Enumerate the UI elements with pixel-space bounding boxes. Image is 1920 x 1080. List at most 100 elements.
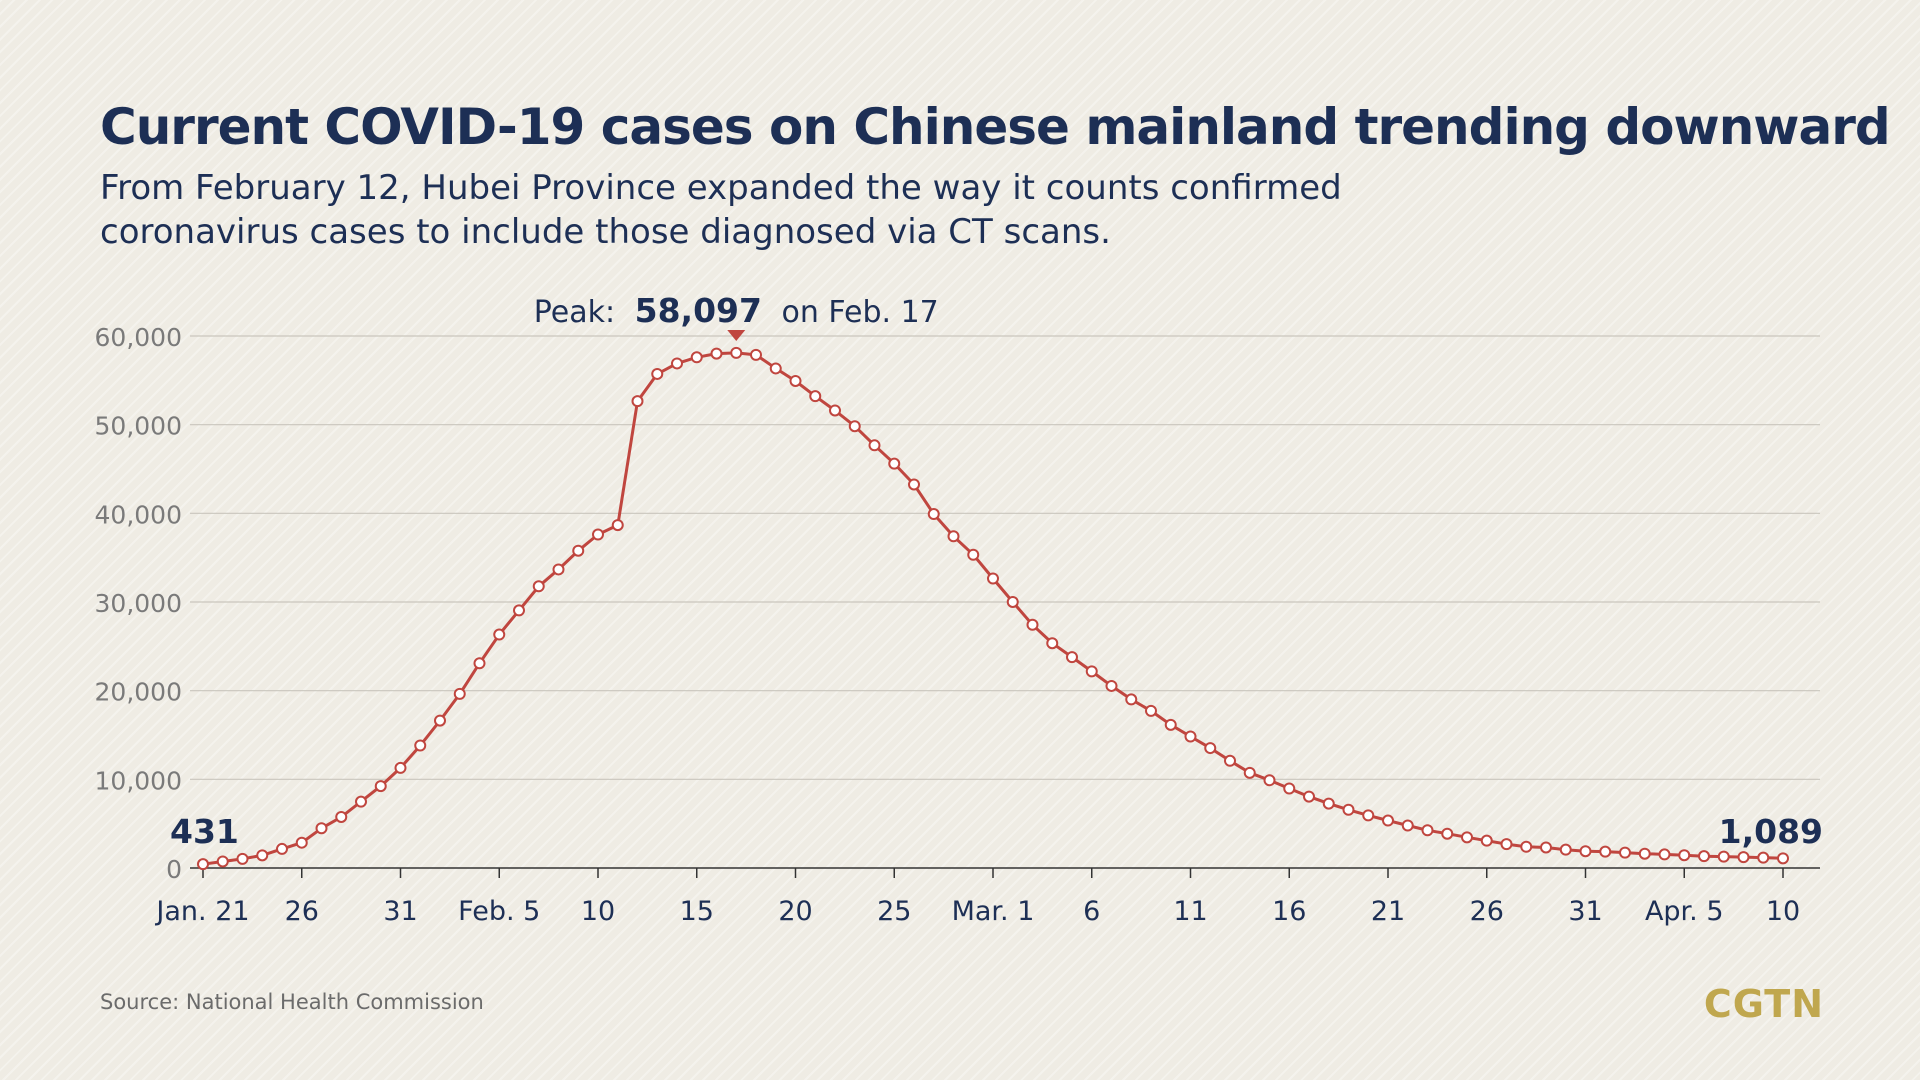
data-point [1224,754,1236,767]
data-point [1342,803,1355,816]
series-current-cases [197,346,1789,871]
data-point [453,687,466,700]
data-point [374,780,387,793]
data-point [1737,851,1750,864]
data-point [1085,665,1098,678]
x-tick-label: 10 [1766,896,1800,927]
data-point [829,404,841,417]
data-point [1322,797,1335,810]
data-point [315,822,328,835]
data-point [1066,651,1078,664]
data-point [710,347,723,360]
data-point [493,628,506,641]
data-point [789,374,802,387]
y-tick-label: 40,000 [95,500,182,529]
data-point [1283,782,1296,795]
data-point [888,457,901,470]
annotations: Peak: 58,097 on Feb. 17 431 1,089 [170,291,1823,851]
y-axis: 0 10,000 20,000 30,000 40,000 50,000 60,000 [95,323,182,884]
data-point [1421,824,1434,837]
y-tick-label: 10,000 [95,766,182,795]
data-point [769,362,782,375]
data-point [671,357,683,370]
data-point [1026,618,1039,631]
peak-marker-icon [727,330,746,341]
data-point [1500,838,1513,851]
x-tick-label: 25 [877,896,911,927]
data-point [1599,845,1612,858]
data-point [335,810,348,823]
data-point [592,528,604,541]
data-point [532,580,545,593]
data-point [1619,846,1631,859]
data-point [1145,704,1157,717]
data-point [1243,766,1256,779]
series-line [202,351,1784,866]
peak-value: 58,097 [635,291,762,330]
data-point [394,761,407,774]
data-point [947,530,960,543]
subtitle-line-2: coronavirus cases to include those diagn… [100,212,1111,252]
data-point [1520,840,1533,853]
data-point [690,351,703,364]
subtitle-line-1: From February 12, Hubei Province expande… [100,168,1342,208]
data-point [256,849,269,862]
data-point [868,439,881,452]
data-point [1204,742,1217,755]
data-point [631,395,644,408]
x-tick-label: 26 [285,896,319,927]
data-point [1698,850,1710,863]
x-tick-label: 16 [1272,896,1306,927]
data-point [473,657,486,670]
data-point [730,346,743,359]
data-point [1303,790,1315,803]
data-point [1540,841,1552,854]
x-tick-label: 11 [1173,896,1207,927]
data-point [1757,851,1770,864]
data-point [355,795,367,808]
data-point [572,544,585,557]
data-point [927,508,940,521]
data-point [1164,718,1177,731]
data-point [1480,834,1493,847]
data-point [1362,809,1375,822]
peak-annotation: Peak: 58,097 on Feb. 17 [534,291,939,330]
x-tick-label: Jan. 21 [154,896,249,927]
data-point [1184,730,1197,743]
x-axis: Jan. 21 26 31 Feb. 5 10 15 20 25 Mar. 1 6 11 16 21 26… [154,867,1820,927]
data-point [295,836,308,849]
x-tick-label: 31 [1568,896,1602,927]
data-point [967,548,980,561]
gridlines [190,335,1820,780]
cgtn-logo: CGTN [1703,982,1824,1026]
chart-title: Current COVID-19 cases on Chinese mainla… [100,98,1891,156]
x-tick-label: 10 [581,896,615,927]
data-point [236,852,249,865]
data-point [276,842,288,855]
data-point [1125,693,1138,706]
data-point [1461,831,1473,844]
chart-subtitle: From February 12, Hubei Province expande… [100,166,1400,254]
x-tick-label: Mar. 1 [952,896,1035,927]
y-tick-label: 50,000 [95,412,182,441]
data-point [1658,848,1671,861]
x-tick-label: 15 [680,896,714,927]
data-point [197,858,209,871]
x-tick-label: 6 [1083,896,1100,927]
data-point [987,572,999,585]
data-point [848,420,861,433]
data-point [1638,847,1651,860]
data-point [434,714,446,727]
x-tick-label: 31 [383,896,417,927]
data-point [1777,852,1789,865]
peak-prefix: Peak: [534,295,615,330]
data-point [1263,774,1276,787]
data-point [1717,850,1730,863]
data-point [611,519,624,532]
data-point [1105,679,1118,692]
data-point [1678,849,1691,862]
start-value-label: 431 [170,812,239,851]
source-note: Source: National Health Commission [100,990,484,1014]
data-point [750,348,762,361]
